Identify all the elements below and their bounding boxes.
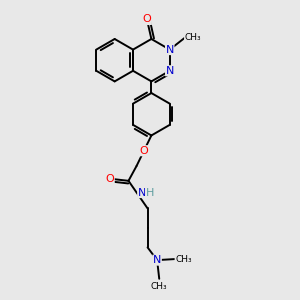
Text: CH₃: CH₃ xyxy=(151,282,167,291)
Text: O: O xyxy=(140,146,148,156)
Text: N: N xyxy=(153,255,161,265)
Text: N: N xyxy=(166,45,174,55)
Text: H: H xyxy=(146,188,154,197)
Text: CH₃: CH₃ xyxy=(184,33,201,42)
Text: CH₃: CH₃ xyxy=(175,255,192,264)
Text: N: N xyxy=(166,66,174,76)
Text: N: N xyxy=(138,188,146,197)
Text: O: O xyxy=(106,174,114,184)
Text: O: O xyxy=(142,14,151,25)
